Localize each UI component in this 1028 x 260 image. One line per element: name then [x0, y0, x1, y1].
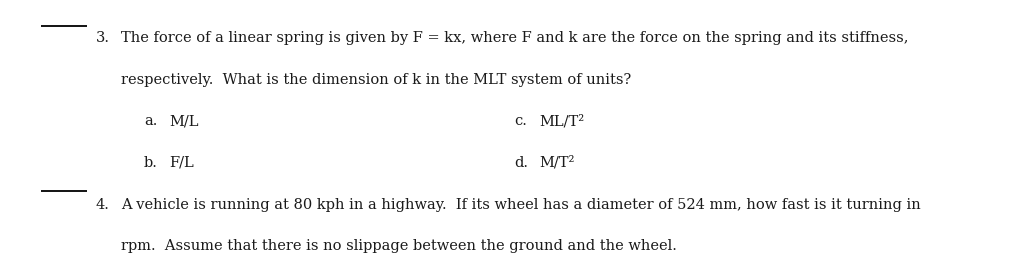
Text: 3.: 3.	[96, 31, 110, 45]
Text: c.: c.	[514, 114, 527, 128]
Text: F/L: F/L	[170, 156, 194, 170]
Text: b.: b.	[144, 156, 157, 170]
Text: A vehicle is running at 80 kph in a highway.  If its wheel has a diameter of 524: A vehicle is running at 80 kph in a high…	[121, 198, 921, 212]
Text: d.: d.	[514, 156, 528, 170]
Text: a.: a.	[144, 114, 157, 128]
Text: M/T²: M/T²	[540, 156, 575, 170]
Text: The force of a linear spring is given by F = kx, where F and k are the force on : The force of a linear spring is given by…	[121, 31, 909, 45]
Text: M/L: M/L	[170, 114, 199, 128]
Text: rpm.  Assume that there is no slippage between the ground and the wheel.: rpm. Assume that there is no slippage be…	[121, 239, 677, 253]
Text: 4.: 4.	[96, 198, 109, 212]
Text: respectively.  What is the dimension of k in the MLT system of units?: respectively. What is the dimension of k…	[121, 73, 631, 87]
Text: ML/T²: ML/T²	[540, 114, 585, 128]
